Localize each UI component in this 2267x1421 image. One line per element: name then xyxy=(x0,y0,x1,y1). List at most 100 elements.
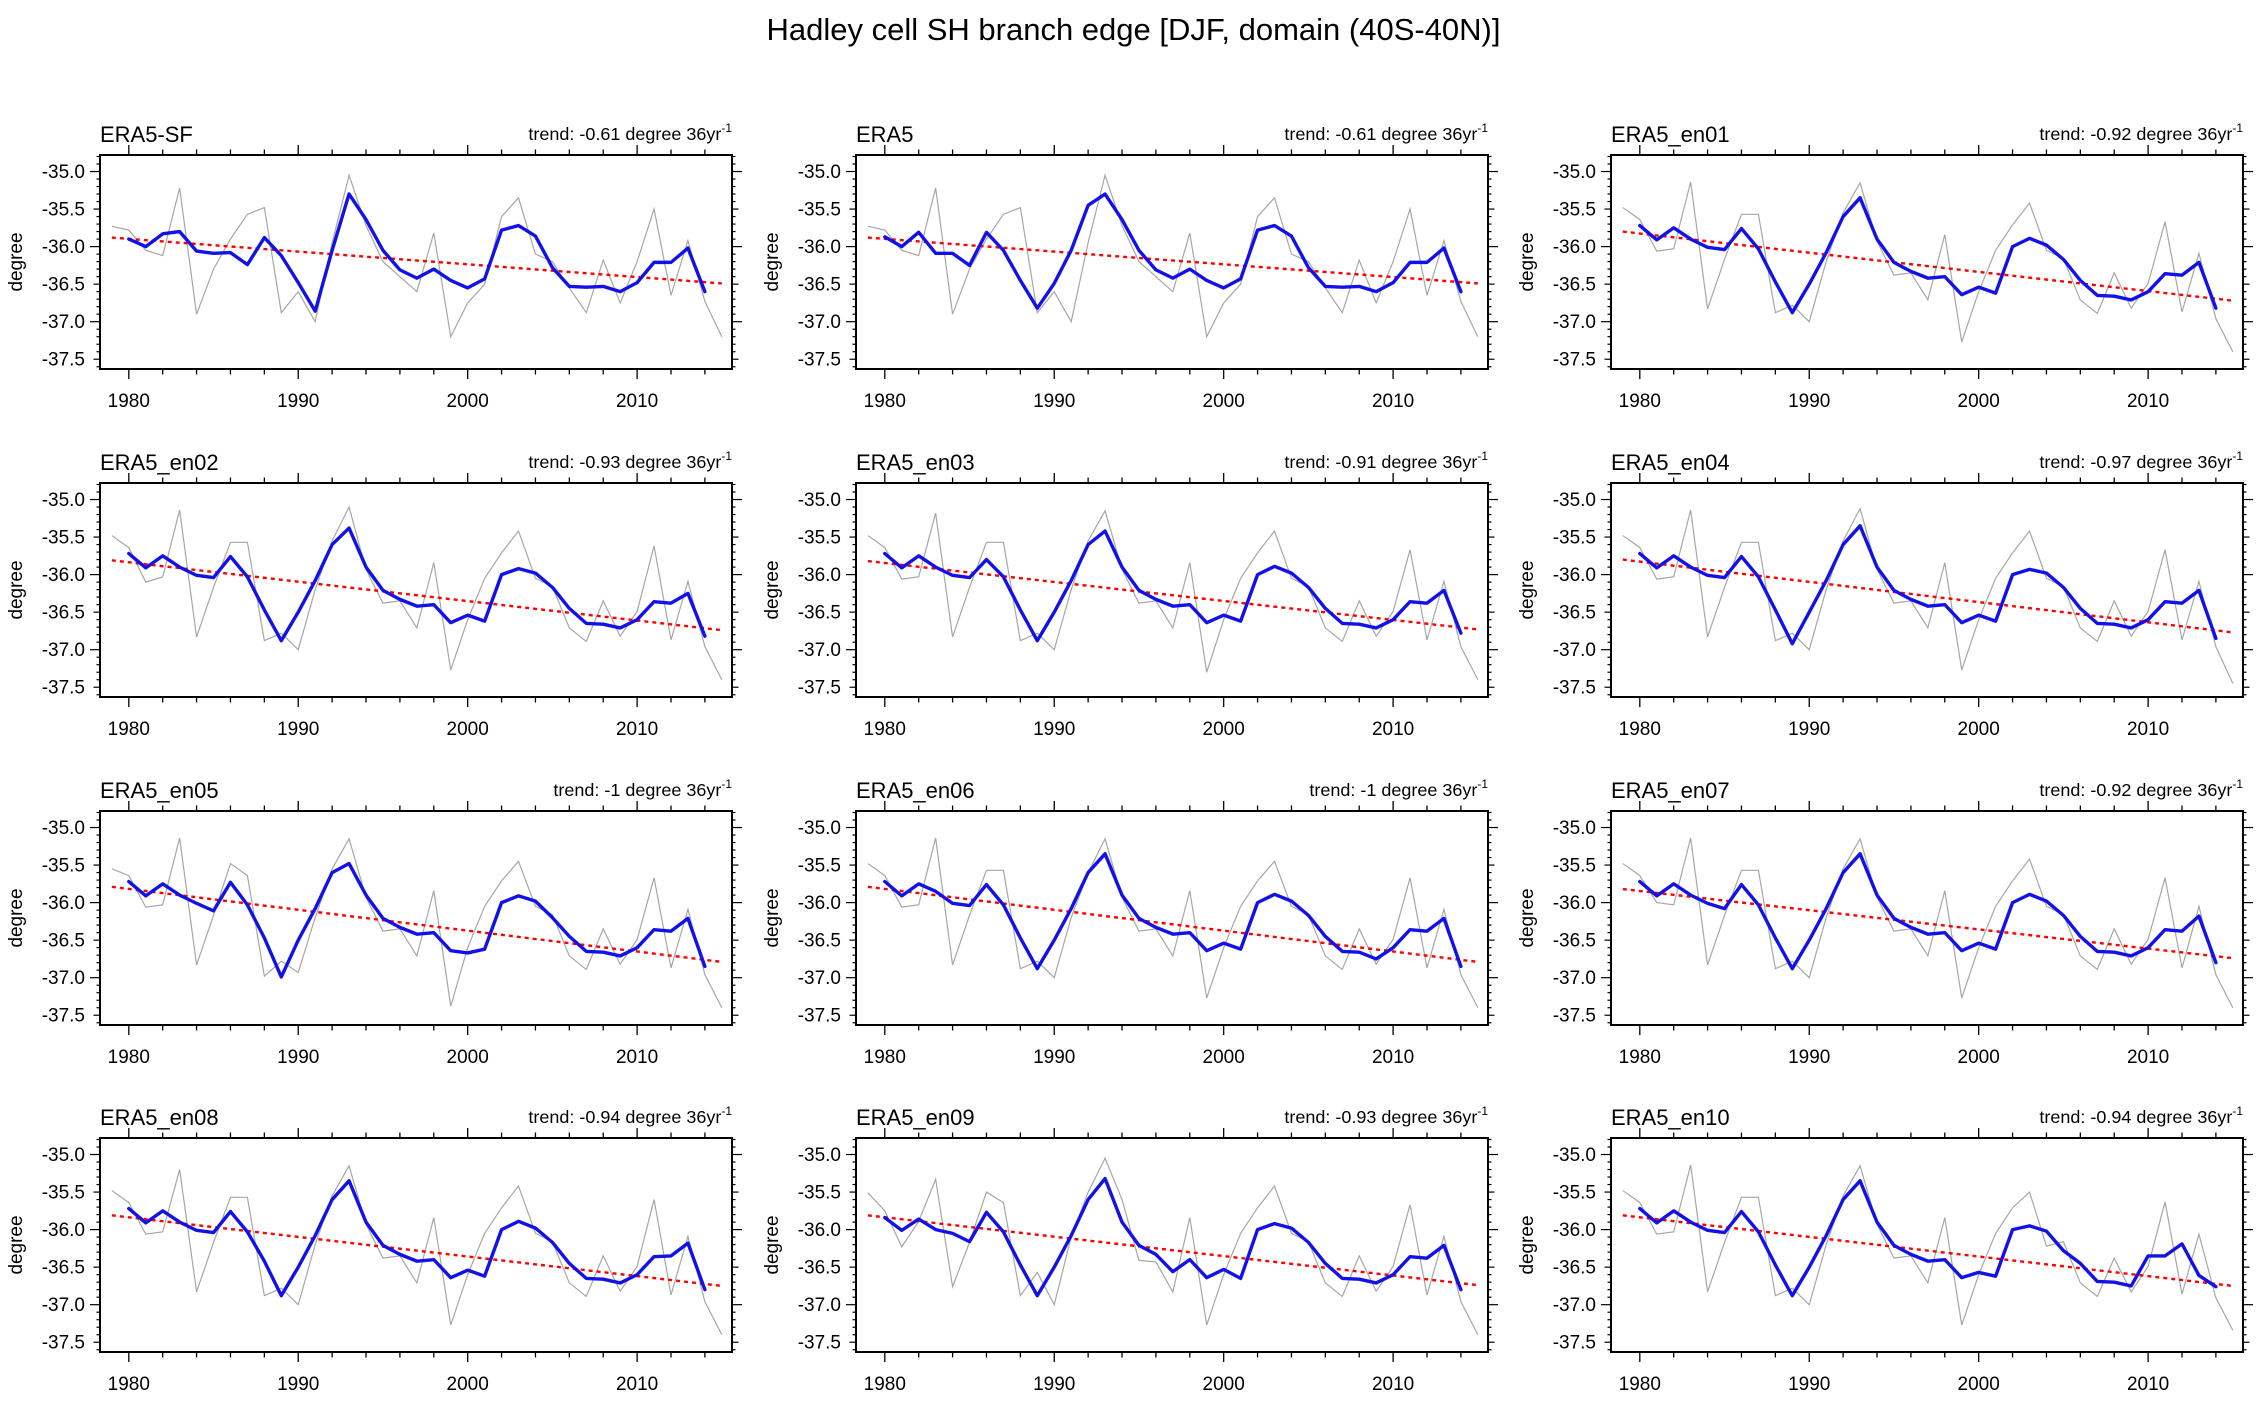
y-axis-ticks xyxy=(845,811,1498,1023)
y-tick-label: -36.5 xyxy=(42,275,85,296)
y-axis-label: degree xyxy=(762,1216,783,1275)
trend-annotation: trend: -0.91 degree 36yr-1 xyxy=(1284,449,1488,472)
x-tick-label: 2010 xyxy=(1372,391,1414,412)
y-tick-label: -35.0 xyxy=(1553,162,1596,183)
y-tick-label: -37.5 xyxy=(42,1333,85,1354)
y-axis-ticks xyxy=(845,155,1498,368)
annual-series-line xyxy=(111,836,723,1008)
x-tick-label: 1980 xyxy=(108,391,150,412)
x-tick-label: 2000 xyxy=(1202,391,1244,412)
y-tick-label: -36.0 xyxy=(1553,1220,1596,1241)
y-tick-label: -35.0 xyxy=(1553,490,1596,511)
panel-title: ERA5_en10 xyxy=(1611,1105,1730,1130)
y-axis-label: degree xyxy=(6,232,27,291)
y-tick-label: -37.5 xyxy=(42,350,85,371)
y-tick-label: -37.5 xyxy=(797,1333,840,1354)
panel-title: ERA5_en08 xyxy=(100,1105,219,1130)
plot-box xyxy=(854,154,1489,370)
x-tick-label: 1990 xyxy=(277,391,319,412)
y-tick-label: -36.5 xyxy=(797,602,840,623)
y-tick-label: -36.0 xyxy=(42,565,85,586)
annual-series-line xyxy=(867,508,1479,680)
x-tick-label: 2010 xyxy=(2127,719,2169,740)
x-tick-label: 1980 xyxy=(863,1046,905,1067)
annual-series-line xyxy=(1622,506,2234,684)
plot-box xyxy=(98,481,733,698)
smoothed-series-line xyxy=(1638,523,2218,646)
y-tick-label: -35.0 xyxy=(797,162,840,183)
x-tick-label: 2010 xyxy=(616,391,658,412)
y-axis-label: degree xyxy=(6,560,27,619)
smoothed-series-line xyxy=(127,192,707,313)
y-tick-label: -37.5 xyxy=(797,350,840,371)
x-axis-ticks xyxy=(883,1128,1462,1363)
y-tick-label: -37.5 xyxy=(42,1005,85,1026)
y-tick-label: -37.0 xyxy=(42,312,85,333)
x-tick-label: 1980 xyxy=(108,1046,150,1067)
y-tick-label: -37.0 xyxy=(797,640,840,661)
y-tick-label: -35.5 xyxy=(797,200,840,221)
x-tick-label: 2000 xyxy=(447,1046,489,1067)
y-tick-label: -36.5 xyxy=(797,275,840,296)
annual-series-line xyxy=(111,505,723,680)
y-tick-label: -36.0 xyxy=(1553,893,1596,914)
x-tick-label: 1990 xyxy=(1788,1374,1830,1395)
x-tick-label: 2010 xyxy=(2127,1046,2169,1067)
y-axis-ticks xyxy=(1601,1139,2254,1351)
trend-annotation: trend: -0.93 degree 36yr-1 xyxy=(528,449,732,472)
trend-annotation: trend: -1 degree 36yr-1 xyxy=(553,777,732,800)
y-axis-ticks xyxy=(845,1139,1498,1351)
trend-line xyxy=(111,236,722,285)
y-tick-label: -37.0 xyxy=(797,968,840,989)
y-axis-ticks xyxy=(1601,155,2254,368)
y-axis-label: degree xyxy=(762,560,783,619)
panel-era5-en05: -35.0 -35.5 -36.0 -36.5 -37.0 -37.5 1980 1990 20… xyxy=(6,777,742,1067)
trend-line xyxy=(867,885,1478,963)
trend-line xyxy=(1623,1214,2234,1288)
panel-era5-en01: -35.0 -35.5 -36.0 -36.5 -37.0 -37.5 1980 1990 20… xyxy=(1517,121,2254,412)
trend-annotation: trend: -0.92 degree 36yr-1 xyxy=(2040,777,2244,800)
y-axis-label: degree xyxy=(762,232,783,291)
y-tick-label: -35.5 xyxy=(1553,200,1596,221)
smoothed-series-line xyxy=(127,1179,707,1298)
chart-grid: -35.0 -35.5 -36.0 -36.5 -37.0 -37.5 1980 1990 20… xyxy=(0,95,2267,1406)
x-axis-ticks xyxy=(883,472,1462,707)
trend-annotation: trend: -0.94 degree 36yr-1 xyxy=(528,1104,732,1127)
x-tick-label: 1990 xyxy=(1788,719,1830,740)
figure-title: Hadley cell SH branch edge [DJF, domain … xyxy=(766,12,1501,47)
x-axis-ticks xyxy=(128,800,706,1035)
y-tick-label: -35.0 xyxy=(42,490,85,511)
y-tick-label: -36.0 xyxy=(1553,237,1596,258)
x-axis-ticks xyxy=(128,145,706,379)
y-axis-ticks xyxy=(89,483,742,696)
smoothed-series-line xyxy=(127,861,707,979)
y-tick-label: -37.5 xyxy=(797,677,840,698)
y-axis-ticks xyxy=(89,1139,742,1351)
y-tick-label: -37.0 xyxy=(797,312,840,333)
x-tick-label: 1990 xyxy=(1033,1046,1075,1067)
trend-line xyxy=(111,885,722,963)
panel-era5-en09: -35.0 -35.5 -36.0 -36.5 -37.0 -37.5 1980 1990 20… xyxy=(762,1104,1498,1395)
y-tick-label: -36.5 xyxy=(42,602,85,623)
y-tick-label: -36.0 xyxy=(1553,565,1596,586)
y-tick-label: -35.5 xyxy=(1553,527,1596,548)
x-tick-label: 1980 xyxy=(1619,719,1661,740)
x-tick-label: 1990 xyxy=(1788,391,1830,412)
smoothed-series-line xyxy=(127,526,707,643)
panel-title: ERA5_en05 xyxy=(100,778,219,803)
smoothed-series-line xyxy=(882,851,1463,970)
x-axis-ticks xyxy=(128,1128,706,1363)
x-tick-label: 2010 xyxy=(616,1374,658,1395)
y-tick-label: -37.5 xyxy=(797,1005,840,1026)
smoothed-series-line xyxy=(882,1177,1463,1298)
x-tick-label: 2010 xyxy=(2127,1374,2169,1395)
panel-title: ERA5_en01 xyxy=(1611,122,1730,147)
trend-annotation: trend: -0.94 degree 36yr-1 xyxy=(2040,1104,2244,1127)
y-tick-label: -37.0 xyxy=(42,1295,85,1316)
x-tick-label: 1990 xyxy=(1033,391,1075,412)
annual-series-line xyxy=(111,1164,723,1336)
y-tick-label: -37.5 xyxy=(1553,1333,1596,1354)
y-tick-label: -36.0 xyxy=(797,893,840,914)
x-tick-label: 1990 xyxy=(277,1374,319,1395)
panel-title: ERA5_en02 xyxy=(100,450,219,475)
